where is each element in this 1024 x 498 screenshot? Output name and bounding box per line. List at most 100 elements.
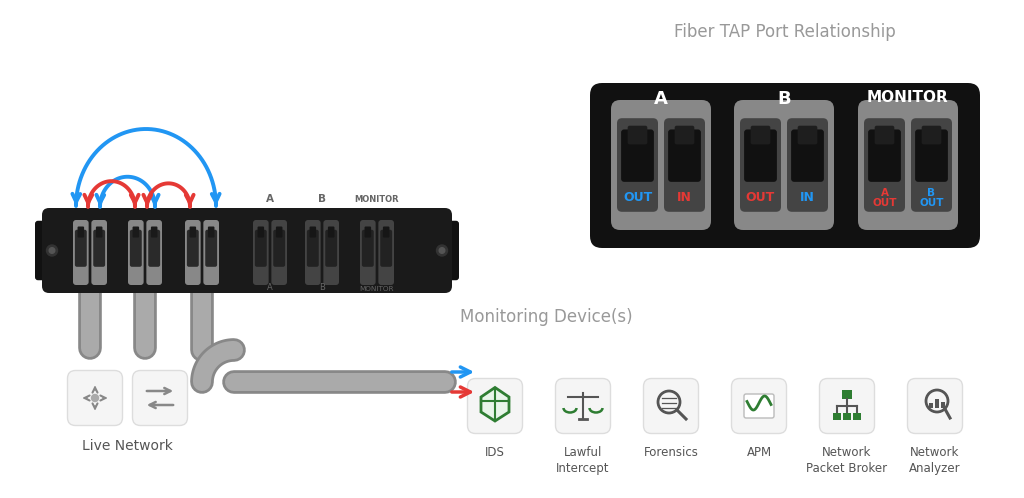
FancyBboxPatch shape — [204, 220, 219, 285]
FancyBboxPatch shape — [819, 378, 874, 433]
Bar — [935, 399, 939, 408]
Bar — [941, 402, 945, 408]
FancyBboxPatch shape — [326, 230, 337, 267]
FancyBboxPatch shape — [273, 230, 285, 267]
Text: OUT: OUT — [920, 198, 944, 208]
FancyBboxPatch shape — [146, 220, 162, 285]
FancyBboxPatch shape — [68, 371, 123, 425]
FancyBboxPatch shape — [380, 230, 392, 267]
FancyBboxPatch shape — [205, 230, 217, 267]
FancyBboxPatch shape — [907, 378, 963, 433]
Text: Fiber TAP Port Relationship: Fiber TAP Port Relationship — [674, 23, 896, 41]
Text: A: A — [86, 194, 94, 204]
Text: B: B — [141, 194, 150, 204]
Text: Live Network: Live Network — [82, 439, 173, 453]
FancyBboxPatch shape — [324, 220, 339, 285]
Bar — [853, 413, 861, 420]
FancyBboxPatch shape — [555, 378, 610, 433]
FancyBboxPatch shape — [186, 230, 199, 267]
FancyBboxPatch shape — [130, 230, 141, 267]
FancyBboxPatch shape — [361, 230, 374, 267]
FancyBboxPatch shape — [328, 227, 335, 238]
Text: IN: IN — [677, 191, 692, 204]
FancyBboxPatch shape — [744, 129, 777, 182]
FancyBboxPatch shape — [590, 83, 980, 248]
FancyBboxPatch shape — [93, 230, 105, 267]
Circle shape — [46, 245, 57, 256]
Circle shape — [439, 248, 444, 253]
Bar — [929, 403, 933, 408]
Text: B: B — [319, 283, 325, 292]
FancyBboxPatch shape — [78, 227, 84, 238]
FancyBboxPatch shape — [73, 220, 89, 285]
FancyBboxPatch shape — [740, 118, 781, 212]
Text: MONITOR: MONITOR — [179, 195, 224, 204]
FancyBboxPatch shape — [731, 378, 786, 433]
FancyBboxPatch shape — [257, 227, 264, 238]
Text: OUT: OUT — [745, 191, 775, 204]
FancyBboxPatch shape — [305, 220, 321, 285]
FancyBboxPatch shape — [378, 220, 394, 285]
Text: Network
Analyzer: Network Analyzer — [909, 446, 961, 475]
FancyBboxPatch shape — [275, 227, 283, 238]
FancyBboxPatch shape — [189, 227, 197, 238]
FancyBboxPatch shape — [185, 220, 201, 285]
FancyBboxPatch shape — [744, 394, 774, 418]
Text: A: A — [267, 283, 272, 292]
FancyBboxPatch shape — [668, 129, 700, 182]
FancyBboxPatch shape — [132, 371, 187, 425]
FancyBboxPatch shape — [798, 125, 817, 144]
Text: MONITOR: MONITOR — [359, 286, 394, 292]
Text: Network
Packet Broker: Network Packet Broker — [807, 446, 888, 475]
Text: IDS: IDS — [485, 446, 505, 459]
FancyBboxPatch shape — [91, 220, 106, 285]
FancyBboxPatch shape — [787, 118, 828, 212]
FancyBboxPatch shape — [858, 100, 958, 230]
Text: APM: APM — [746, 446, 771, 459]
FancyBboxPatch shape — [255, 230, 267, 267]
FancyBboxPatch shape — [42, 208, 452, 293]
Bar — [833, 413, 841, 420]
FancyBboxPatch shape — [360, 220, 376, 285]
FancyBboxPatch shape — [643, 378, 698, 433]
FancyBboxPatch shape — [128, 220, 143, 285]
FancyBboxPatch shape — [309, 227, 316, 238]
Text: B: B — [318, 194, 326, 204]
Bar — [842, 390, 852, 399]
Text: A: A — [266, 194, 274, 204]
FancyBboxPatch shape — [151, 227, 158, 238]
FancyBboxPatch shape — [132, 227, 139, 238]
FancyBboxPatch shape — [734, 100, 834, 230]
FancyBboxPatch shape — [307, 230, 318, 267]
Text: A: A — [654, 90, 668, 108]
FancyBboxPatch shape — [611, 100, 711, 230]
FancyBboxPatch shape — [664, 118, 705, 212]
Text: MONITOR: MONITOR — [354, 195, 399, 204]
Text: A: A — [881, 188, 889, 198]
FancyBboxPatch shape — [628, 125, 647, 144]
FancyBboxPatch shape — [35, 221, 45, 280]
FancyBboxPatch shape — [383, 227, 389, 238]
FancyBboxPatch shape — [271, 220, 287, 285]
FancyBboxPatch shape — [864, 118, 905, 212]
FancyBboxPatch shape — [75, 230, 87, 267]
Text: B: B — [777, 90, 791, 108]
FancyBboxPatch shape — [922, 125, 941, 144]
Text: MONITOR: MONITOR — [867, 90, 949, 105]
Text: Monitoring Device(s): Monitoring Device(s) — [460, 308, 633, 326]
FancyBboxPatch shape — [751, 125, 770, 144]
Text: Lawful
Intercept: Lawful Intercept — [556, 446, 609, 475]
Text: Forensics: Forensics — [643, 446, 698, 459]
Circle shape — [91, 394, 98, 401]
FancyBboxPatch shape — [449, 221, 459, 280]
FancyBboxPatch shape — [365, 227, 371, 238]
Polygon shape — [481, 387, 509, 421]
FancyBboxPatch shape — [911, 118, 952, 212]
Text: OUT: OUT — [872, 198, 897, 208]
FancyBboxPatch shape — [468, 378, 522, 433]
FancyBboxPatch shape — [675, 125, 694, 144]
FancyBboxPatch shape — [874, 125, 894, 144]
FancyBboxPatch shape — [868, 129, 901, 182]
FancyBboxPatch shape — [253, 220, 268, 285]
Circle shape — [436, 245, 447, 256]
